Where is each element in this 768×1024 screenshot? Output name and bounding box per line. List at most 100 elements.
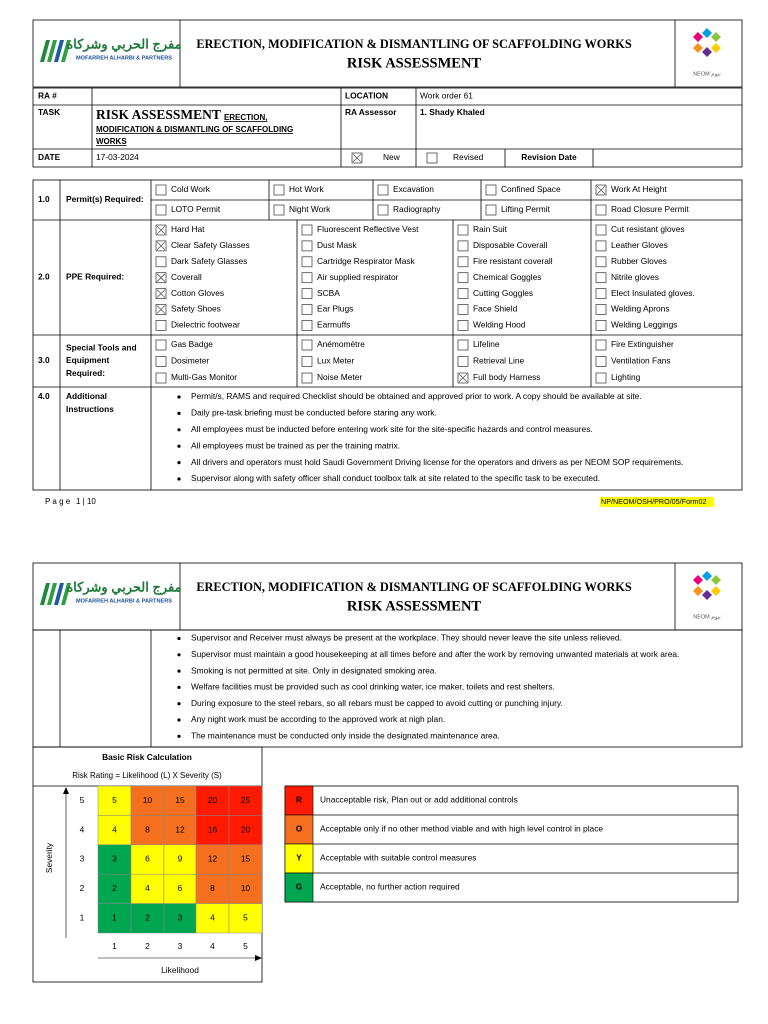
item-label: Retrieval Line: [473, 356, 525, 366]
risk-value: 4: [112, 824, 117, 834]
item-label: Rubber Gloves: [611, 256, 667, 266]
check-mark: [156, 273, 166, 282]
checkbox: [457, 320, 469, 331]
risk-cell: [228, 815, 263, 846]
date: 17-03-2024: [96, 152, 139, 162]
check-mark: [352, 153, 362, 163]
item-label: Leather Gloves: [611, 240, 668, 250]
checkbox: [301, 339, 313, 351]
check-mark: [156, 305, 166, 314]
brand-logo-shape: [702, 590, 712, 600]
severity-value: 2: [80, 883, 85, 893]
checkbox: [155, 240, 167, 252]
item-label: Cut resistant gloves: [611, 224, 685, 234]
section-number: 2.0: [38, 272, 50, 282]
risk-value: 25: [241, 795, 251, 805]
risk-cell: [228, 873, 263, 904]
risk-value: 4: [145, 883, 150, 893]
risk-cell: [228, 844, 263, 875]
instruction: During exposure to the steel rebars, so …: [191, 698, 563, 708]
checkbox: [457, 272, 469, 284]
risk-cell: [195, 873, 230, 904]
instruction: Any night work must be according to the …: [191, 714, 445, 724]
checkbox: [155, 184, 167, 196]
checkbox: [155, 272, 167, 284]
legend-code: R: [296, 795, 302, 805]
checkbox: [155, 204, 167, 216]
risk-value: 4: [210, 913, 215, 923]
company-name: MOFARREH ALHARBI & PARTNERS: [76, 55, 172, 61]
risk-cell: [195, 815, 230, 846]
risk-cell: [130, 873, 165, 904]
bullet: [177, 702, 181, 706]
item-label: Dust Mask: [317, 240, 357, 250]
form-code: NP/NEOM/OSH/PRO/05/Form02: [601, 497, 706, 506]
legend-swatch: [284, 785, 314, 816]
item-label: Dielectric footwear: [171, 320, 240, 330]
risk-value: 12: [175, 824, 185, 834]
brand-logo-shape: [711, 586, 721, 596]
item-label: Lighting: [611, 372, 641, 382]
location: Work order 61: [420, 91, 473, 101]
form-code-highlight: [600, 497, 714, 507]
checkbox: [485, 204, 497, 216]
checkbox: [273, 184, 285, 196]
header-box: [32, 19, 743, 88]
info-table: [32, 87, 743, 168]
severity-label: Severity: [44, 842, 54, 873]
risk-value: 12: [208, 854, 218, 864]
risk-cell: [97, 844, 132, 875]
checkbox: [595, 240, 607, 252]
axis-arrow: [255, 955, 262, 961]
instruction: Supervisor and Receiver must always be p…: [191, 633, 622, 643]
checkbox: [595, 256, 607, 268]
checkbox: [351, 152, 363, 164]
legend-text: Acceptable only if no other method viabl…: [320, 824, 603, 834]
ra-label: RA #: [38, 91, 57, 101]
legend-code: O: [296, 824, 303, 834]
risk-cell: [163, 873, 197, 904]
logo-stripe: [47, 40, 57, 62]
brand-logo-shape: [711, 32, 721, 42]
item-label: Cartridge Respirator Mask: [317, 256, 416, 266]
item-label: Welding Hood: [473, 320, 526, 330]
revision-date-label: Revision Date: [521, 152, 577, 162]
checkbox: [301, 304, 313, 315]
check-mark: [156, 289, 166, 298]
severity-value: 3: [80, 854, 85, 864]
item-label: Night Work: [289, 204, 331, 214]
checkbox: [155, 304, 167, 315]
severity-value: 4: [80, 824, 85, 834]
item-label: Lifeline: [473, 339, 500, 349]
item-label: Work At Height: [611, 184, 667, 194]
instruction: Smoking is not permitted at site. Only i…: [191, 665, 437, 675]
document-subtitle: RISK ASSESSMENT: [347, 55, 482, 71]
item-label: Radiography: [393, 204, 441, 214]
section-label: Additional: [66, 391, 107, 401]
item-label: Dark Safety Glasses: [171, 256, 247, 266]
item-label: Full body Harness: [473, 372, 541, 382]
company-name-arabic: مفرج الحربي وشركاه: [66, 36, 181, 52]
bullet: [177, 477, 181, 481]
checkbox: [457, 339, 469, 351]
instruction: All employees must be trained as per the…: [191, 440, 400, 450]
severity-value: 5: [80, 795, 85, 805]
assessor: 1. Shady Khaled: [420, 107, 485, 117]
item-label: Clear Safety Glasses: [171, 240, 250, 250]
item-label: Fluorescent Reflective Vest: [317, 224, 419, 234]
date-label: DATE: [38, 152, 61, 162]
item-label: Lifting Permit: [501, 204, 551, 214]
task-title: RISK ASSESSMENT: [96, 107, 221, 122]
item-label: Safety Shoes: [171, 304, 221, 314]
section-number: 3.0: [38, 355, 50, 365]
checkbox: [155, 339, 167, 351]
item-label: Dosimeter: [171, 356, 209, 366]
logo-stripe: [54, 40, 64, 62]
instruction: The maintenance must be conducted only i…: [191, 731, 500, 741]
checkbox: [595, 224, 607, 236]
risk-cell: [130, 844, 165, 875]
item-label: Nitrile gloves: [611, 272, 659, 282]
check-mark: [458, 373, 468, 383]
checkbox: [155, 288, 167, 299]
likelihood-label: Likelihood: [161, 965, 199, 975]
